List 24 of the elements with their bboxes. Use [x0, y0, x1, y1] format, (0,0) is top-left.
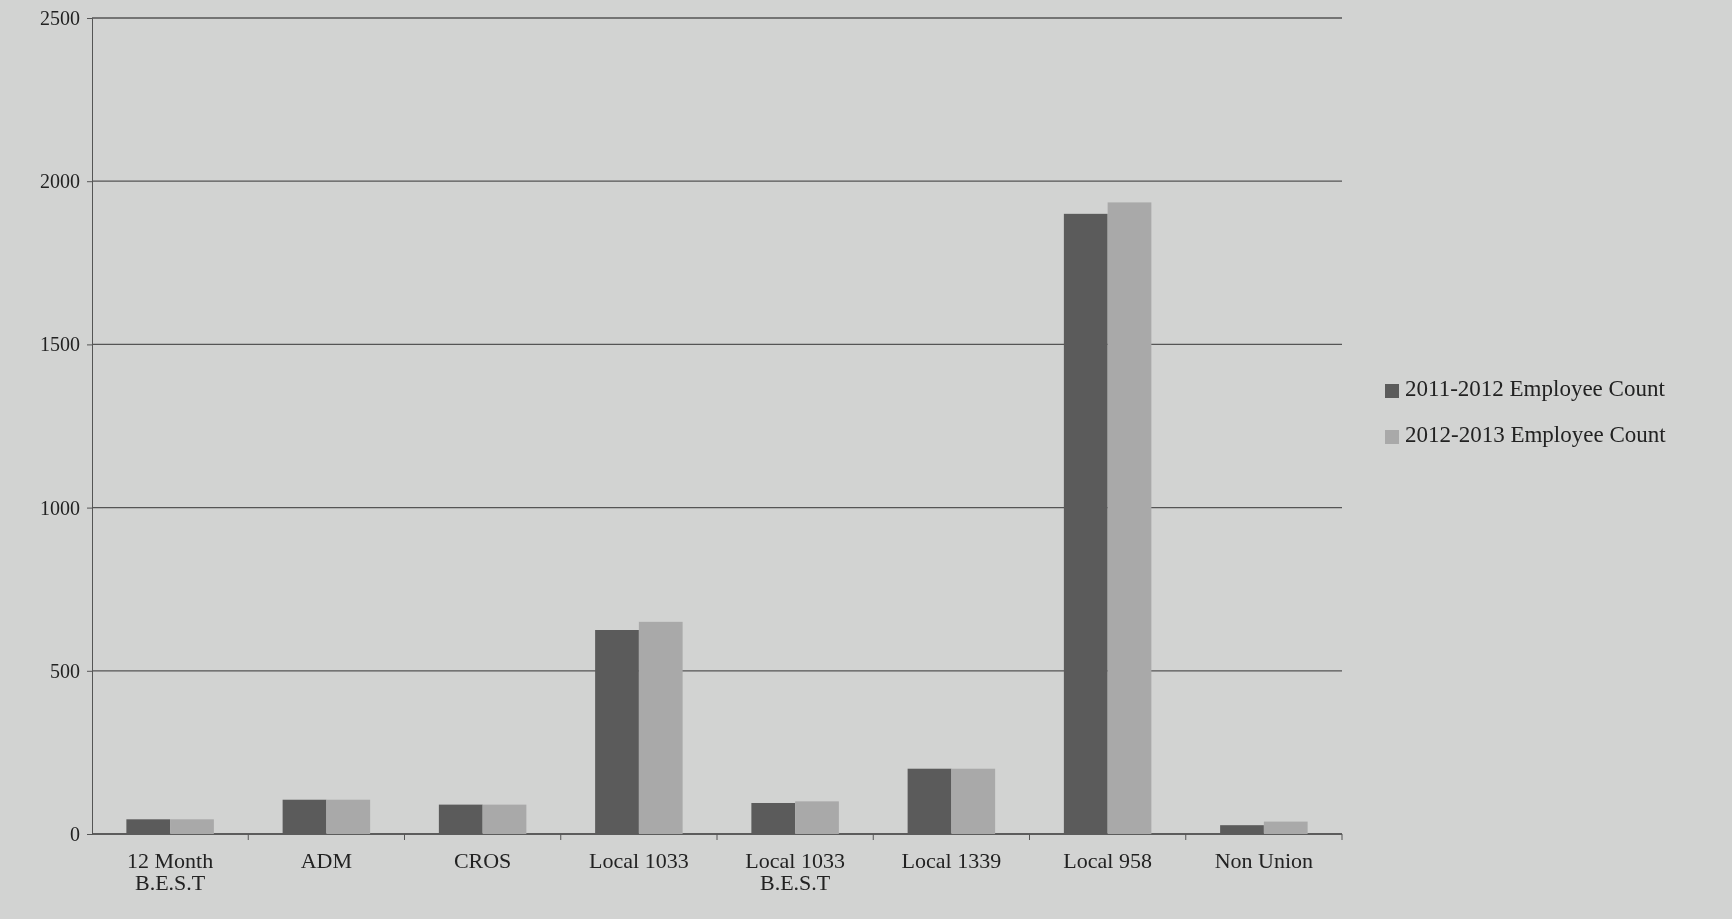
- x-tick-label: Local 1033 B.E.S.T: [745, 848, 845, 895]
- x-tick-label: Local 1339: [901, 848, 1002, 873]
- x-tick-label: Local 958: [1063, 848, 1152, 873]
- y-tick-label: 1500: [40, 333, 80, 356]
- x-tick-label: Non Union: [1214, 848, 1314, 873]
- bar: [482, 804, 527, 834]
- y-tick-label: 2000: [40, 170, 80, 193]
- bar: [795, 801, 839, 834]
- bar: [1107, 202, 1152, 834]
- x-tick-label: CROS: [453, 848, 512, 873]
- y-tick-label: 2500: [40, 6, 80, 29]
- legend-label: 2011-2012 Employee Count: [1405, 376, 1666, 401]
- y-tick-label: 0: [70, 822, 80, 845]
- x-tick-label: 12 Month B.E.S.T: [127, 848, 214, 895]
- bar: [1263, 821, 1308, 834]
- bar: [638, 621, 683, 834]
- x-tick-label: ADM: [300, 848, 353, 873]
- legend-label: 2012-2013 Employee Count: [1405, 422, 1667, 447]
- bar: [951, 768, 996, 834]
- bar: [326, 799, 371, 834]
- x-tick-label: Local 1033: [589, 848, 689, 873]
- bar: [170, 819, 214, 834]
- y-tick-label: 1000: [40, 496, 80, 519]
- y-tick-label: 500: [50, 659, 80, 682]
